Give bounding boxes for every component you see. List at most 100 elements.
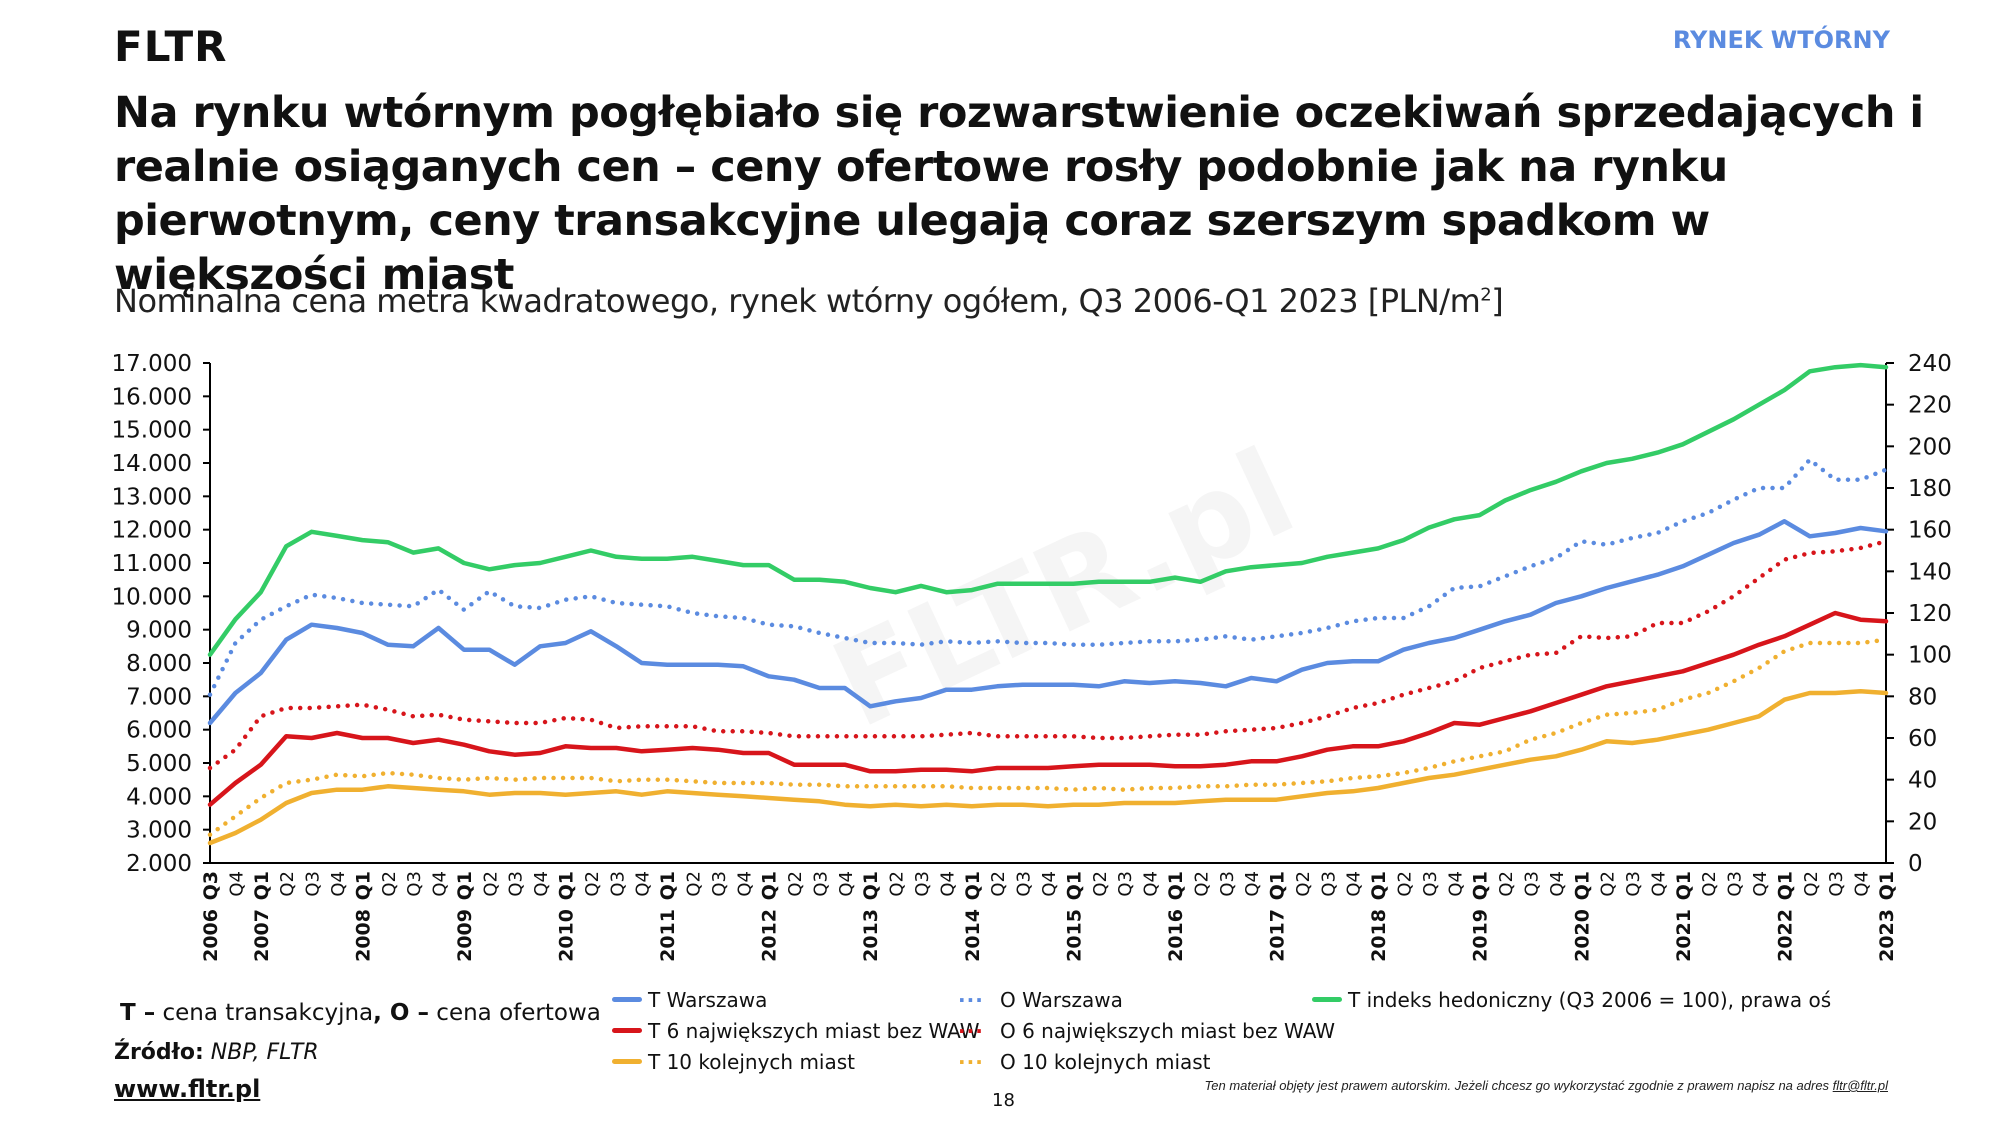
x-tick-quarter: Q1	[860, 871, 882, 900]
x-tick-quarter: Q4	[937, 871, 958, 897]
x-tick-quarter: Q3	[1318, 871, 1339, 897]
x-tick-year: 2023	[1876, 909, 1898, 962]
x-tick-label: Q2	[1699, 871, 1720, 897]
x-tick-label: Q3	[1521, 871, 1542, 897]
section-label: RYNEK WTÓRNY	[1672, 26, 1890, 54]
x-tick-year: 2009	[454, 909, 476, 962]
x-tick-label: Q4	[531, 871, 552, 897]
x-tick-year: 2013	[860, 909, 882, 962]
x-tick-quarter: Q4	[1039, 871, 1060, 897]
x-tick-label: Q2	[1598, 871, 1619, 897]
x-tick-quarter: Q2	[1293, 871, 1314, 897]
x-tick-quarter: Q4	[1141, 871, 1162, 897]
x-tick-quarter: Q2	[683, 871, 704, 897]
x-tick-label: Q1 2007	[251, 871, 273, 962]
y-tick-label-left: 8.000	[126, 651, 192, 677]
x-tick-quarter: Q1	[657, 871, 679, 900]
x-tick-quarter: Q2	[887, 871, 908, 897]
x-tick-quarter: Q4	[226, 871, 247, 897]
note-comma: ,	[373, 1000, 382, 1026]
legend-column-transaction: T Warszawa T 6 największych miast bez WA…	[612, 984, 980, 1077]
x-tick-quarter: Q3	[1217, 871, 1238, 897]
x-tick-label: Q1 2012	[759, 871, 781, 962]
x-tick-label: Q1 2022	[1774, 871, 1796, 962]
x-tick-quarter: Q1	[1368, 871, 1390, 900]
legend-swatch-red-dotted: ···	[958, 1018, 984, 1043]
x-tick-quarter: Q1	[454, 871, 476, 900]
x-tick-quarter: Q4	[734, 871, 755, 897]
x-tick-label: Q4	[1750, 871, 1771, 897]
source: Źródło: NBP, FLTR	[114, 1040, 319, 1065]
y-tick-label-left: 14.000	[112, 451, 192, 477]
x-tick-label: Q4	[1445, 871, 1466, 897]
x-tick-quarter: Q1	[1165, 871, 1187, 900]
x-tick-year: 2006	[200, 909, 222, 962]
website-link[interactable]: www.fltr.pl	[114, 1075, 261, 1103]
x-tick-quarter: Q1	[1063, 871, 1085, 900]
legend-item-t-10-miast: T 10 kolejnych miast	[612, 1046, 980, 1077]
x-tick-year: 2019	[1470, 909, 1492, 962]
x-tick-quarter: Q4	[836, 871, 857, 897]
x-tick-label: Q1 2010	[556, 871, 578, 962]
source-value: NBP, FLTR	[203, 1040, 319, 1065]
x-tick-label: Q2	[988, 871, 1009, 897]
legend-column-index: T indeks hedoniczny (Q3 2006 = 100), pra…	[1312, 984, 1831, 1015]
x-tick-year: 2021	[1673, 909, 1695, 962]
legend-label: T Warszawa	[648, 987, 768, 1012]
copyright-email-link[interactable]: fltr@fltr.pl	[1832, 1078, 1888, 1093]
x-tick-label: Q2	[1191, 871, 1212, 897]
chart-axes: 2.000 3.000 4.000 5.000 6.000 7.000 8.000 9.000…	[112, 351, 1952, 962]
x-tick-label: Q3	[1826, 871, 1847, 897]
x-tick-label: Q1 2021	[1673, 871, 1695, 962]
x-tick-label: Q3	[1725, 871, 1746, 897]
x-tick-label: Q3	[1318, 871, 1339, 897]
legend-swatch-orange-solid	[612, 1059, 642, 1064]
legend-swatch-blue-solid	[612, 997, 642, 1002]
legend-item-o-warszawa: ··· O Warszawa	[958, 984, 1335, 1015]
x-tick-year: 2017	[1267, 909, 1289, 962]
x-tick-label: Q3 2006	[200, 871, 222, 962]
x-tick-quarter: Q4	[1750, 871, 1771, 897]
x-tick-quarter: Q1	[1571, 871, 1593, 900]
x-tick-label: Q2	[582, 871, 603, 897]
chart-title-end: ]	[1491, 282, 1504, 320]
x-tick-label: Q1 2017	[1267, 871, 1289, 962]
x-tick-label: Q2	[785, 871, 806, 897]
x-tick-year: 2020	[1571, 909, 1593, 962]
x-tick-year: 2015	[1063, 909, 1085, 962]
x-tick-label: Q1 2011	[657, 871, 679, 962]
x-tick-quarter: Q3	[506, 871, 527, 897]
x-tick-label: Q4	[1344, 871, 1365, 897]
x-tick-label: Q3	[1420, 871, 1441, 897]
x-tick-year: 2022	[1774, 909, 1796, 962]
legend-label: O 10 kolejnych miast	[1000, 1049, 1211, 1074]
x-tick-quarter: Q3	[1420, 871, 1441, 897]
copyright-text: Ten materiał objęty jest prawem autorski…	[1204, 1078, 1833, 1093]
x-tick-label: Q4	[836, 871, 857, 897]
x-tick-quarter: Q1	[962, 871, 984, 900]
x-tick-quarter: Q2	[988, 871, 1009, 897]
legend-item-t-indeks: T indeks hedoniczny (Q3 2006 = 100), pra…	[1312, 984, 1831, 1015]
x-tick-label: Q2	[887, 871, 908, 897]
x-tick-quarter: Q1	[556, 871, 578, 900]
x-tick-year: 2012	[759, 909, 781, 962]
x-tick-quarter: Q1	[251, 871, 273, 900]
x-tick-quarter: Q2	[1395, 871, 1416, 897]
y-tick-label-right: 200	[1908, 434, 1952, 460]
x-tick-label: Q3	[1014, 871, 1035, 897]
x-tick-label: Q1 2023	[1876, 871, 1898, 962]
y-tick-label-left: 10.000	[112, 584, 192, 610]
y-tick-label-left: 2.000	[126, 851, 192, 877]
y-tick-label-left: 7.000	[126, 684, 192, 710]
x-tick-quarter: Q3	[1826, 871, 1847, 897]
x-tick-quarter: Q4	[1852, 871, 1873, 897]
x-tick-label: Q1 2013	[860, 871, 882, 962]
x-tick-label: Q4	[1242, 871, 1263, 897]
x-tick-label: Q1 2018	[1368, 871, 1390, 962]
y-tick-label-right: 140	[1908, 559, 1952, 585]
x-tick-quarter: Q3	[709, 871, 730, 897]
y-tick-label-left: 12.000	[112, 518, 192, 544]
x-tick-quarter: Q4	[1242, 871, 1263, 897]
x-tick-quarter: Q1	[1470, 871, 1492, 900]
series-line-t-warszawa	[207, 519, 1889, 726]
